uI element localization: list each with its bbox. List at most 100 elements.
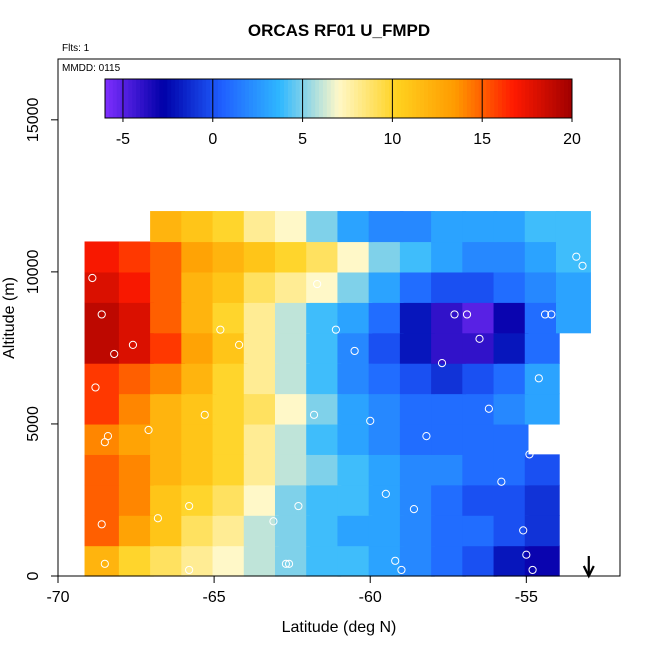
heatmap-cell (118, 332, 154, 364)
colorbar-segment (435, 79, 441, 118)
flight-point (409, 504, 419, 514)
flight-point (153, 514, 163, 523)
heatmap-cell (431, 515, 467, 547)
heatmap-cell (243, 271, 279, 303)
flight-point (353, 194, 362, 203)
colorbar-segment (486, 79, 491, 118)
heatmap-cell (337, 363, 373, 395)
heatmap-cell (181, 423, 217, 455)
colorbar-segment (182, 79, 188, 118)
colorbar-segment (245, 79, 250, 118)
flight-point (462, 310, 472, 319)
heatmap-cell (212, 515, 248, 547)
heatmap-cell (399, 241, 435, 273)
flight-point (313, 279, 322, 289)
heatmap-cell (150, 545, 186, 577)
heatmap-cell (306, 545, 342, 577)
heatmap-cell (431, 363, 467, 395)
colorbar-segment (560, 79, 565, 118)
colorbar-segment (334, 79, 339, 118)
heatmap-cell (243, 241, 279, 273)
colorbar-segment (140, 79, 145, 118)
colorbar-segment (463, 79, 468, 118)
colorbar-segment (470, 79, 476, 118)
heatmap-cell (493, 484, 529, 516)
heatmap-cell (243, 484, 279, 516)
date-annotation: MMDD: 0115 (62, 63, 121, 74)
heatmap-cell (399, 545, 435, 577)
heatmap-cell (243, 545, 279, 577)
colorbar-segment (330, 79, 336, 118)
colorbar-segment (252, 79, 258, 118)
heatmap-cell (212, 545, 248, 577)
heatmap-cell (181, 363, 217, 395)
colorbar-segment (501, 79, 507, 118)
plot-frame (57, 58, 621, 577)
flight-point (97, 310, 106, 319)
colorbar-segment (311, 79, 316, 118)
heatmap-cell (431, 211, 467, 243)
colorbar-segment (350, 79, 355, 118)
colorbar-tick-label: 10 (383, 131, 401, 148)
y-tick-label: 5000 (25, 406, 42, 442)
flight-point (269, 517, 278, 526)
heatmap-cell (462, 484, 498, 516)
heatmap-cell (493, 545, 529, 577)
heatmap-cell (524, 515, 560, 547)
heatmap-cell (274, 545, 310, 577)
colorbar-tick-label: 5 (298, 131, 307, 148)
heatmap-cell (306, 241, 342, 273)
heatmap-cell (337, 515, 373, 547)
colorbar-segment (108, 79, 114, 118)
flight-point (547, 310, 556, 319)
flight-point (578, 261, 587, 270)
colorbar-segment (373, 79, 378, 118)
colorbar-segment (307, 79, 312, 118)
heatmap-cell (555, 241, 591, 273)
heatmap-cell (212, 454, 248, 486)
flight-point (216, 325, 225, 334)
heatmap-cell (524, 241, 560, 273)
colorbar-segment (548, 79, 554, 118)
colorbar-tick-label: 20 (563, 131, 581, 148)
heatmap-cell (274, 484, 310, 516)
heatmap-cell (118, 302, 154, 334)
heatmap-cell (243, 454, 279, 486)
heatmap-cell (274, 241, 310, 273)
colorbar-segment (354, 79, 359, 118)
flight-point (294, 501, 303, 511)
flight-point (309, 410, 319, 419)
heatmap-cell (274, 271, 310, 303)
heatmap-cell (462, 423, 498, 455)
colorbar-segment (505, 79, 511, 118)
flight-point (97, 520, 106, 529)
heatmap-cell (243, 515, 279, 547)
flight-point (234, 340, 244, 349)
colorbar-segment (494, 79, 499, 118)
heatmap-cell (337, 423, 373, 455)
heatmap-cell (368, 515, 404, 547)
colorbar-segment (128, 79, 133, 118)
colorbar-segment (521, 79, 526, 118)
heatmap-cell (431, 423, 467, 455)
colorbar-segment (517, 79, 522, 118)
heatmap-cell (399, 302, 435, 334)
heatmap-cell (493, 271, 529, 303)
y-tick-label: 15000 (25, 97, 42, 142)
heatmap-cell (306, 454, 342, 486)
heatmap-cell (212, 211, 248, 243)
colorbar-segment (171, 79, 176, 118)
colorbar-segment (420, 79, 425, 118)
colorbar-segment (513, 79, 519, 118)
heatmap-cell (212, 271, 248, 303)
heatmap-cell (337, 271, 373, 303)
colorbar-segment (163, 79, 168, 118)
heatmap-cell (306, 484, 342, 516)
flight-point (178, 200, 187, 210)
heatmap-cell (431, 545, 467, 577)
flight-point (381, 489, 390, 498)
arrow-head (582, 565, 595, 579)
heatmap-cell (243, 211, 279, 243)
y-tick-label: 10000 (25, 250, 42, 295)
colorbar-segment (389, 79, 394, 118)
